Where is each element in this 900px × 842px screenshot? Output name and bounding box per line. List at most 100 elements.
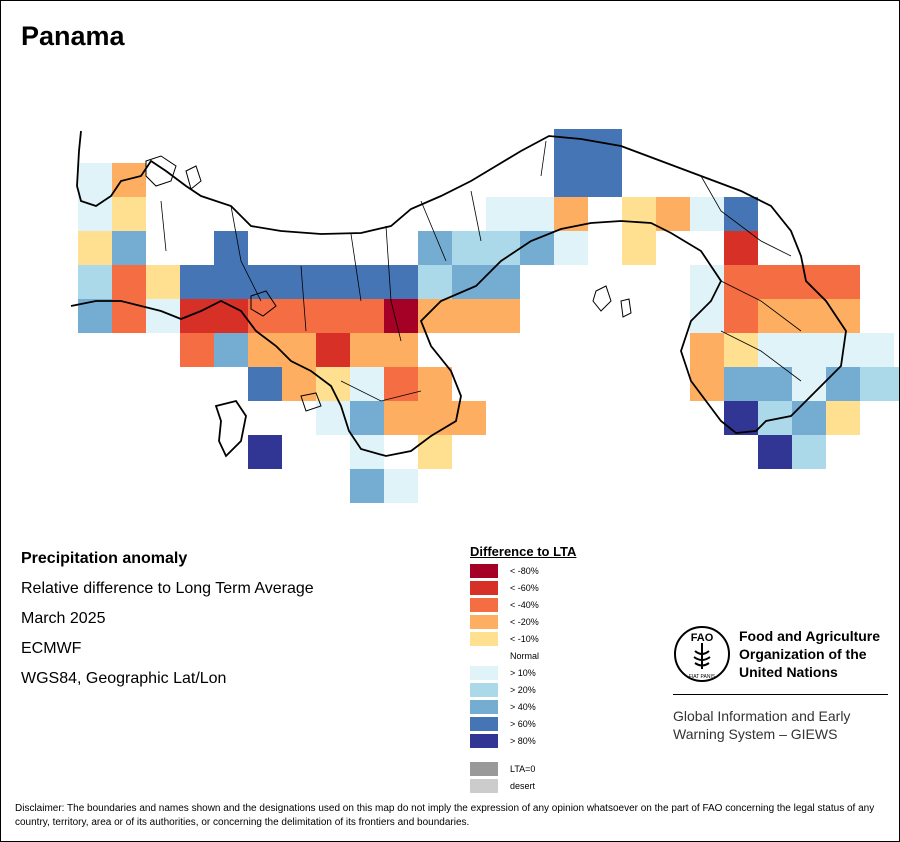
legend-label: > 40% — [510, 702, 536, 712]
anomaly-cell — [554, 231, 588, 265]
anomaly-cell — [214, 265, 248, 299]
anomaly-cell — [350, 333, 384, 367]
anomaly-cell — [248, 367, 282, 401]
anomaly-cell — [350, 367, 384, 401]
legend-label: < -60% — [510, 583, 539, 593]
anomaly-cell — [690, 265, 724, 299]
anomaly-cell — [724, 367, 758, 401]
anomaly-cell — [486, 299, 520, 333]
info-date: March 2025 — [21, 610, 106, 627]
anomaly-cell — [350, 469, 384, 503]
legend-item: < -60% — [470, 581, 539, 595]
anomaly-cell — [588, 197, 622, 231]
anomaly-cell — [248, 265, 282, 299]
bocas-islands-outline — [145, 155, 202, 190]
legend-item: < -10% — [470, 632, 539, 646]
anomaly-cell — [282, 367, 316, 401]
anomaly-cell — [112, 265, 146, 299]
anomaly-cell — [622, 231, 656, 265]
legend-item: < -80% — [470, 564, 539, 578]
legend-swatch — [470, 779, 498, 793]
legend-label: < -40% — [510, 600, 539, 610]
anomaly-cell — [758, 367, 792, 401]
anomaly-cell — [78, 265, 112, 299]
legend-swatch — [470, 666, 498, 680]
anomaly-cell — [724, 299, 758, 333]
anomaly-cell — [860, 333, 894, 367]
anomaly-cell — [690, 367, 724, 401]
anomaly-cell — [282, 333, 316, 367]
anomaly-cell — [112, 299, 146, 333]
legend-swatch — [470, 734, 498, 748]
info-source: ECMWF — [21, 640, 82, 657]
pearl-islands-outline — [592, 285, 632, 318]
anomaly-cell — [758, 435, 792, 469]
coiba-island-outline — [214, 399, 247, 458]
anomaly-cell — [214, 333, 248, 367]
anomaly-cell — [622, 197, 656, 231]
anomaly-cell — [724, 231, 758, 265]
anomaly-cell — [418, 231, 452, 265]
anomaly-cell — [350, 265, 384, 299]
legend-item: > 10% — [470, 666, 536, 680]
anomaly-cell — [180, 265, 214, 299]
fao-logo: FAO FIAT PANIS — [674, 626, 730, 682]
legend-label: < -20% — [510, 617, 539, 627]
anomaly-cell — [384, 333, 418, 367]
anomaly-cell — [282, 265, 316, 299]
giews-program-name: Global Information and Early Warning Sys… — [673, 708, 851, 742]
anomaly-cell — [690, 197, 724, 231]
anomaly-cell — [486, 197, 520, 231]
anomaly-cell — [418, 265, 452, 299]
anomaly-cell — [78, 299, 112, 333]
anomaly-cell — [452, 401, 486, 435]
info-title: Precipitation anomaly — [21, 550, 188, 567]
anomaly-cell — [78, 231, 112, 265]
anomaly-cell — [350, 299, 384, 333]
province-boundary — [160, 140, 802, 402]
anomaly-cell — [316, 265, 350, 299]
legend-swatch — [470, 717, 498, 731]
anomaly-cell — [724, 265, 758, 299]
legend-swatch — [470, 581, 498, 595]
anomaly-grid — [78, 129, 899, 503]
anomaly-cell — [860, 367, 894, 401]
anomaly-cell — [316, 299, 350, 333]
anomaly-cell — [452, 231, 486, 265]
anomaly-cell — [792, 367, 826, 401]
legend-item: desert — [470, 779, 535, 793]
map-title: Panama — [21, 21, 125, 51]
wheat-icon — [693, 643, 711, 669]
legend-swatch — [470, 598, 498, 612]
anomaly-cell — [758, 265, 792, 299]
anomaly-cell — [384, 367, 418, 401]
divider — [673, 694, 888, 695]
legend-swatch — [470, 632, 498, 646]
anomaly-cell — [724, 401, 758, 435]
legend-item: > 80% — [470, 734, 536, 748]
legend-label: desert — [510, 781, 536, 791]
legend-item: > 20% — [470, 683, 536, 697]
anomaly-cell — [588, 163, 622, 197]
legend-item: > 60% — [470, 717, 536, 731]
legend-swatch — [470, 762, 498, 776]
anomaly-cell — [146, 265, 180, 299]
fao-logo-motto: FIAT PANIS — [689, 674, 716, 680]
anomaly-cell — [248, 435, 282, 469]
anomaly-cell — [826, 401, 860, 435]
legend-item: < -40% — [470, 598, 539, 612]
anomaly-cell — [214, 299, 248, 333]
map-canvas — [70, 129, 899, 503]
anomaly-cell — [452, 299, 486, 333]
anomaly-cell — [112, 197, 146, 231]
anomaly-cell — [384, 401, 418, 435]
anomaly-cell — [350, 401, 384, 435]
anomaly-cell — [112, 163, 146, 197]
anomaly-cell — [554, 163, 588, 197]
anomaly-cell — [826, 265, 860, 299]
legend-label: Normal — [510, 651, 540, 661]
anomaly-cell — [520, 197, 554, 231]
anomaly-cell — [724, 333, 758, 367]
anomaly-cell — [826, 367, 860, 401]
anomaly-cell — [78, 163, 112, 197]
